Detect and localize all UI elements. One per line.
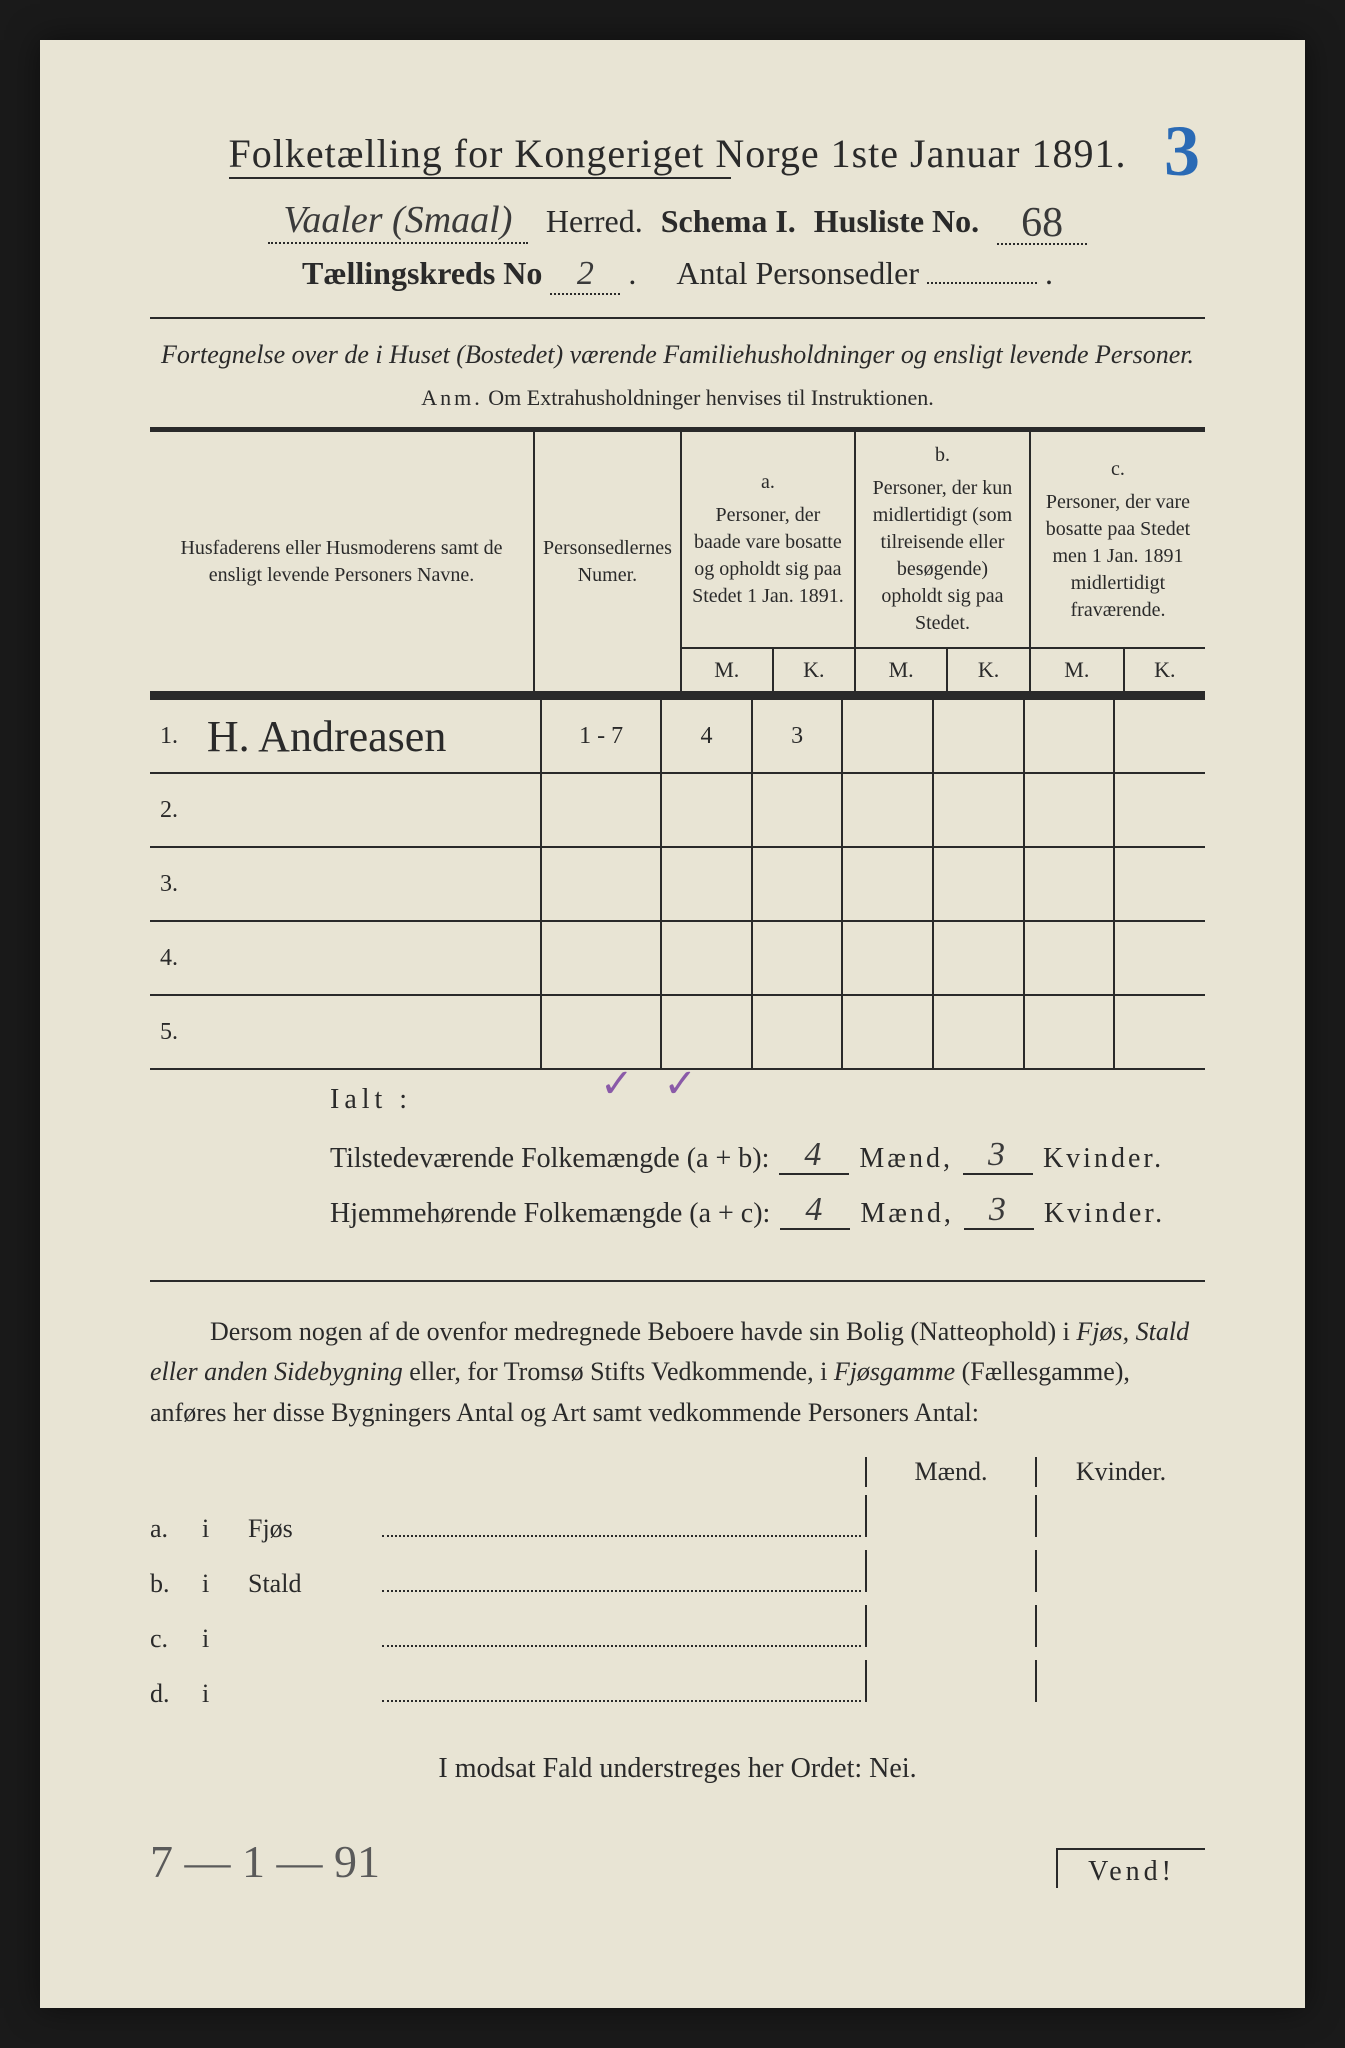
mk-header: Mænd. Kvinder. bbox=[150, 1457, 1205, 1487]
ialt-label: Ialt : bbox=[330, 1084, 1205, 1116]
header-line-2: Tællingskreds No 2 . Antal Personsedler … bbox=[150, 255, 1205, 295]
table-header: Husfaderens eller Husmoderens samt de en… bbox=[150, 432, 1205, 693]
subtitle: Fortegnelse over de i Huset (Bostedet) v… bbox=[150, 337, 1205, 373]
col-b-m: M. bbox=[855, 648, 947, 692]
bottom-date-note: 7 — 1 — 91 bbox=[150, 1835, 380, 1888]
col-numer: Personsedlernes Numer. bbox=[534, 432, 681, 692]
resident-total: Hjemmehørende Folkemængde (a + c): 4 Mæn… bbox=[330, 1193, 1205, 1230]
husliste-value: 68 bbox=[1021, 200, 1063, 246]
col-b: b. Personer, der kun midlertidigt (som t… bbox=[855, 432, 1030, 648]
present-total: Tilstedeværende Folkemængde (a + b): 4 M… bbox=[330, 1138, 1205, 1175]
schema-label: Schema I. bbox=[661, 203, 796, 240]
col-a-m: M. bbox=[681, 648, 773, 692]
building-row: d.i bbox=[150, 1660, 1205, 1709]
table-body: 1.H. Andreasen1 - 7432.3.4.5. bbox=[150, 698, 1205, 1070]
col-a: a. Personer, der baade vare bosatte og o… bbox=[681, 432, 855, 648]
rule-mid bbox=[150, 1280, 1205, 1282]
herred-label: Herred. bbox=[546, 203, 643, 240]
building-row: b.iStald bbox=[150, 1550, 1205, 1599]
col-b-k: K. bbox=[947, 648, 1030, 692]
table-row: 2. bbox=[150, 773, 1205, 847]
building-row: c.i bbox=[150, 1605, 1205, 1654]
husliste-label: Husliste No. bbox=[814, 203, 979, 240]
col-a-k: K. bbox=[773, 648, 855, 692]
vend-label: Vend! bbox=[1056, 1848, 1205, 1888]
col-c-k: K. bbox=[1124, 648, 1205, 692]
col-c: c. Personer, der vare bosatte paa Stedet… bbox=[1030, 432, 1205, 648]
col-c-m: M. bbox=[1030, 648, 1124, 692]
census-form-page: 3 Folketælling for Kongeriget Norge 1ste… bbox=[40, 40, 1305, 2008]
table-row: 1.H. Andreasen1 - 743 bbox=[150, 699, 1205, 773]
building-rows: a.iFjøs b.iStald c.i d.i bbox=[150, 1495, 1205, 1709]
form-title: Folketælling for Kongeriget Norge 1ste J… bbox=[150, 130, 1205, 177]
herred-value: Vaaler (Smaal) bbox=[283, 199, 512, 241]
kreds-label: Tællingskreds No bbox=[302, 255, 542, 291]
footer-instruction: I modsat Fald understreges her Ordet: Ne… bbox=[150, 1753, 1205, 1785]
col-name: Husfaderens eller Husmoderens samt de en… bbox=[150, 432, 534, 692]
building-row: a.iFjøs bbox=[150, 1495, 1205, 1544]
table-row: 4. bbox=[150, 921, 1205, 995]
annotation-line: Anm. Om Extrahusholdninger henvises til … bbox=[150, 385, 1205, 411]
kreds-value: 2 bbox=[577, 255, 594, 292]
header-line-1: Vaaler (Smaal) Herred. Schema I. Huslist… bbox=[150, 195, 1205, 245]
rule-1 bbox=[150, 317, 1205, 319]
table-row: 3. bbox=[150, 847, 1205, 921]
totals-section: Ialt : Tilstedeværende Folkemængde (a + … bbox=[150, 1084, 1205, 1230]
bottom-area: 7 — 1 — 91 Vend! bbox=[150, 1835, 1205, 1888]
sedler-label: Antal Personsedler bbox=[676, 255, 919, 291]
table-row: 5. bbox=[150, 995, 1205, 1069]
side-building-paragraph: Dersom nogen af de ovenfor medregnede Be… bbox=[150, 1312, 1205, 1433]
